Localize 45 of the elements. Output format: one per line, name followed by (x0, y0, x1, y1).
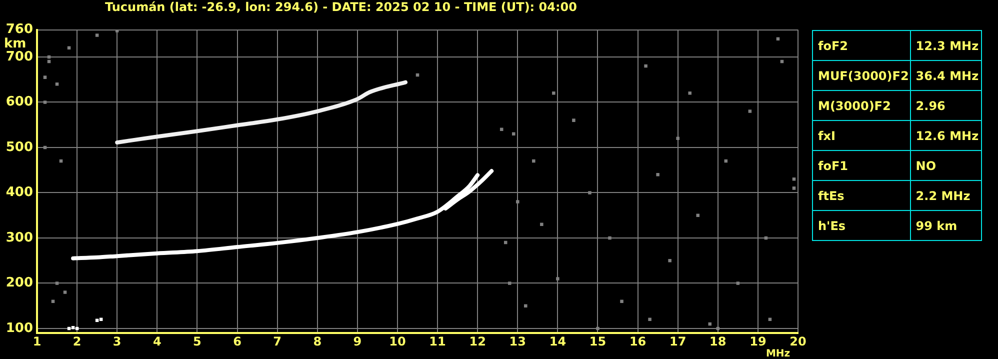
text: 2.2 MHz (910, 180, 982, 210)
text: 12.3 MHz (910, 30, 982, 60)
text: 12.6 MHz (910, 120, 982, 150)
chart-title: Tucumán (lat: -26.9, lon: 294.6) - DATE: 2025 02 10 - TIME (UT): 04:00 (105, 0, 577, 14)
x-tick-label: 16 (629, 334, 646, 348)
text: 36.4 MHz (910, 60, 982, 90)
y-tick-label: 500 (6, 140, 33, 155)
y-tick-label: 200 (6, 276, 33, 291)
y-tick-label: 700 (6, 49, 33, 64)
x-tick-label: 2 (72, 334, 82, 348)
x-tick-label: 8 (313, 334, 322, 348)
text: 2.96 (910, 90, 982, 120)
y-tick-label: 100 (6, 320, 33, 336)
x-axis-title: MHz (766, 348, 790, 359)
x-tick-label: 1 (32, 334, 42, 348)
x-tick-label: 4 (152, 334, 162, 348)
text: 99 km (910, 210, 982, 240)
y-tick-label: 400 (6, 185, 33, 200)
x-tick-label: 20 (790, 334, 806, 348)
x-tick-label: 9 (353, 334, 362, 348)
x-tick-label: 7 (273, 334, 282, 348)
y-tick-label: 600 (6, 94, 33, 110)
y-axis-title: km (4, 36, 26, 52)
text: fxI (812, 120, 910, 150)
x-tick-label: 13 (509, 334, 526, 348)
text: h'Es (812, 210, 910, 240)
x-tick-label: 10 (389, 334, 406, 348)
x-tick-label: 17 (669, 334, 686, 348)
x-tick-label: 3 (112, 334, 122, 348)
text: MUF(3000)F2 (812, 60, 910, 90)
text: NO (910, 150, 982, 180)
x-tick-label: 6 (233, 334, 242, 348)
text: foF1 (812, 150, 910, 180)
x-tick-label: 14 (549, 334, 566, 348)
x-tick-label: 12 (469, 334, 486, 348)
x-tick-label: 5 (193, 334, 202, 348)
x-tick-label: 19 (750, 334, 766, 348)
text: M(3000)F2 (812, 90, 910, 120)
y-tick-label: 760 (6, 22, 33, 38)
x-tick-label: 11 (429, 334, 446, 348)
x-tick-label: 15 (589, 334, 606, 348)
y-tick-label: 300 (6, 230, 33, 246)
text: foF2 (812, 30, 910, 60)
x-tick-label: 18 (710, 334, 726, 348)
text: ftEs (812, 180, 910, 210)
